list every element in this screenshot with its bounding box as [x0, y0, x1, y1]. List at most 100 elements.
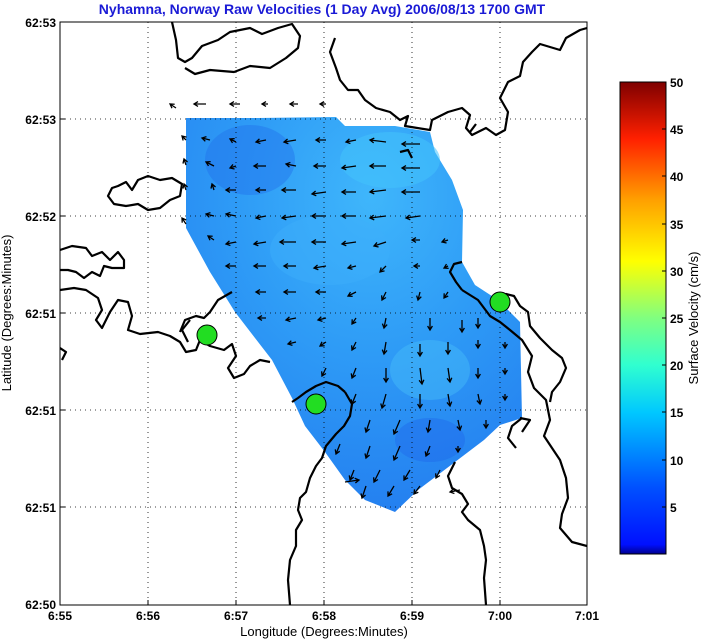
velocity-arrow: [314, 137, 326, 143]
velocity-arrow: [348, 469, 355, 482]
velocity-arrow: [403, 469, 411, 482]
velocity-arrow: [413, 485, 421, 496]
velocity-arrow: [417, 344, 423, 358]
velocity-arrow: [310, 213, 326, 219]
x-tick-label: 6:55: [48, 609, 72, 623]
x-tick-label: 7:01: [575, 609, 599, 623]
velocity-arrow: [280, 214, 297, 221]
velocity-arrow: [446, 367, 453, 384]
velocity-arrow: [168, 103, 177, 109]
field-patch: [205, 125, 295, 195]
velocity-arrow: [350, 393, 357, 406]
coastline: [60, 22, 587, 605]
velocity-arrow: [424, 445, 431, 458]
y-axis-label: Latitude (Degrees:Minutes): [0, 235, 14, 392]
velocity-arrow: [284, 316, 297, 323]
field-patch: [390, 340, 470, 400]
velocity-arrow: [252, 163, 266, 169]
station-south-marker: [305, 393, 327, 415]
velocity-arrow: [252, 263, 266, 269]
colorbar-tick-label: 15: [670, 406, 684, 420]
velocity-arrow: [360, 485, 367, 500]
velocity-arrow: [412, 263, 420, 269]
velocity-arrow: [383, 368, 389, 384]
velocity-arrow: [346, 291, 357, 298]
velocity-arrow: [380, 291, 387, 302]
velocity-arrow: [228, 164, 237, 170]
velocity-arrow: [483, 420, 489, 430]
velocity-arrow: [254, 187, 266, 193]
velocity-arrows: [168, 101, 508, 500]
velocity-arrow: [224, 211, 237, 218]
x-tick-label: 6:59: [400, 609, 424, 623]
velocity-arrow: [316, 316, 327, 322]
velocity-arrow: [340, 213, 356, 219]
velocity-arrow: [282, 289, 296, 295]
x-tick-labels: 6:55 6:56 6:57 6:58 6:59 7:00 7:01: [48, 609, 599, 623]
colorbar-gradient: [619, 81, 667, 555]
velocity-arrow: [252, 240, 267, 247]
velocity-arrow: [350, 367, 357, 380]
y-tick-label: 62:50: [25, 598, 56, 612]
velocity-arrow: [443, 291, 449, 300]
colorbar-tick-label: 40: [670, 170, 684, 184]
x-tick-label: 6:56: [136, 609, 160, 623]
velocity-arrow: [381, 317, 388, 330]
velocity-arrow: [418, 367, 425, 386]
velocity-arrow: [446, 393, 453, 408]
velocity-arrow: [381, 341, 388, 356]
velocity-arrow: [312, 264, 327, 271]
velocity-arrow: [344, 138, 357, 145]
y-tick-label: 62:51: [25, 307, 56, 321]
y-tick-label: 62:53: [25, 16, 56, 30]
velocity-arrow: [224, 240, 237, 247]
velocity-arrow: [320, 367, 327, 378]
velocity-arrow: [340, 189, 356, 195]
velocity-arrow: [404, 214, 421, 221]
field-patch: [270, 215, 390, 285]
velocity-arrow: [210, 182, 216, 191]
x-tick-label: 7:00: [488, 609, 512, 623]
velocity-arrow: [181, 216, 187, 225]
velocity-arrow: [410, 237, 420, 243]
velocity-arrow: [351, 317, 357, 326]
velocity-arrow: [182, 182, 188, 191]
velocity-arrow: [224, 187, 236, 193]
velocity-arrow: [380, 393, 387, 410]
station-east-marker: [489, 291, 511, 313]
figure-title: Nyhamna, Norway Raw Velocities (1 Day Av…: [99, 1, 546, 17]
velocity-arrow: [278, 239, 296, 245]
velocity-arrow: [455, 446, 461, 454]
velocity-arrow: [379, 265, 387, 273]
velocity-arrow: [192, 101, 206, 107]
velocity-arrow: [502, 342, 508, 350]
colorbar-tick-label: 20: [670, 359, 684, 373]
velocity-arrow: [282, 263, 296, 269]
velocity-arrow: [280, 187, 296, 193]
velocity-arrow: [310, 190, 327, 197]
velocity-arrow: [344, 477, 361, 484]
velocity-arrow: [476, 393, 483, 406]
x-tick-label: 6:58: [312, 609, 336, 623]
velocity-arrow: [400, 141, 420, 147]
velocity-arrow: [417, 394, 423, 410]
velocity-arrow: [286, 340, 297, 346]
velocity-arrow: [425, 419, 432, 434]
velocity-arrow: [434, 469, 441, 480]
velocity-arrow: [502, 368, 508, 376]
velocity-arrow: [502, 394, 508, 402]
velocity-arrow: [204, 212, 215, 218]
velocity-arrow: [288, 101, 298, 107]
y-tick-label: 62:51: [25, 404, 56, 418]
velocity-arrow: [254, 214, 267, 221]
colorbar-tick-label: 5: [670, 501, 677, 515]
velocity-arrow: [284, 161, 297, 168]
velocity-arrow: [254, 289, 266, 295]
velocity-arrow: [282, 138, 297, 145]
x-tick-label: 6:57: [224, 609, 248, 623]
map-plot: 6:55 6:56 6:57 6:58 6:59 7:00 7:01 62:53…: [0, 16, 599, 639]
y-tick-label: 62:52: [25, 210, 56, 224]
colorbar-tick-label: 30: [670, 265, 684, 279]
velocity-arrow: [459, 320, 465, 334]
